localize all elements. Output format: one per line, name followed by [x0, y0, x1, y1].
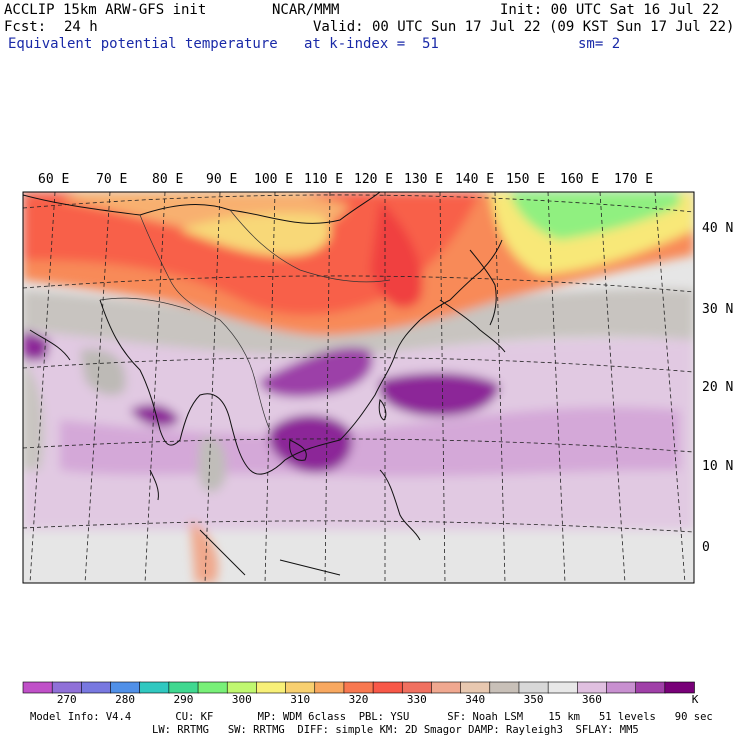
lat-label: 20 N [702, 380, 734, 395]
colorbar-label: 330 [406, 693, 427, 706]
lon-label: 80 E [152, 172, 184, 187]
colorbar-swatch [285, 681, 316, 694]
lat-lon-grid [23, 192, 694, 583]
lon-label: 70 E [96, 172, 128, 187]
colorbar-swatch [226, 681, 258, 694]
colorbar-swatch [460, 681, 491, 694]
colorbar-swatch [635, 681, 666, 694]
lon-label: 120 E [354, 172, 394, 187]
field-name: Equivalent potential temperature [8, 36, 278, 52]
colorbar-swatch [664, 681, 695, 694]
colorbar-swatch [168, 681, 199, 694]
colorbar-swatch [401, 681, 433, 694]
colorbar-unit: K [691, 693, 699, 706]
lon-label: 170 E [614, 172, 654, 187]
colorbar-swatch [81, 681, 112, 694]
colorbar-label: 340 [465, 693, 486, 706]
colorbar-label: 360 [581, 693, 602, 706]
lon-label: 110 E [304, 172, 344, 187]
colorbar-swatch [110, 681, 141, 694]
lat-label: 30 N [702, 302, 734, 317]
colorbar-label: 280 [115, 693, 136, 706]
lat-label: 0 [702, 540, 710, 555]
colorbar-swatch [51, 681, 83, 694]
colorbar-swatch [197, 681, 229, 694]
colorbar-swatch [547, 681, 579, 694]
lat-label: 10 N [702, 459, 734, 474]
model-title: ACCLIP 15km ARW-GFS init [4, 2, 207, 18]
colorbar-swatch [343, 681, 374, 694]
colorbar-swatch [22, 681, 53, 694]
smoothing-label: sm= 2 [578, 36, 621, 52]
colorbar-swatch [256, 681, 287, 694]
colorbar [22, 681, 695, 694]
level-index: at k-index = 51 [304, 36, 439, 52]
coastlines [23, 192, 506, 576]
colorbar-swatch [431, 681, 462, 694]
colorbar-label: 320 [348, 693, 369, 706]
colorbar-swatch [577, 681, 608, 694]
lon-label: 60 E [38, 172, 70, 187]
lon-label: 140 E [455, 172, 495, 187]
colorbar-swatch [139, 681, 170, 694]
colorbar-swatch [314, 681, 345, 694]
model-info-line1: Model Info: V4.4 CU: KF MP: WDM 6class P… [30, 711, 713, 723]
colorbar-swatch [489, 681, 520, 694]
lon-label: 130 E [404, 172, 444, 187]
lat-label: 40 N [702, 221, 734, 236]
lon-label: 150 E [506, 172, 546, 187]
forecast-hour: 24 h [64, 19, 98, 35]
colorbar-label: 310 [290, 693, 311, 706]
colorbar-label: 270 [56, 693, 77, 706]
organization-label: NCAR/MMM [272, 2, 340, 18]
field-shading [23, 192, 694, 583]
init-time: Init: 00 UTC Sat 16 Jul 22 [500, 2, 720, 18]
lon-label: 90 E [206, 172, 238, 187]
colorbar-swatch [518, 681, 549, 694]
model-info-line2: LW: RRTMG SW: RRTMG DIFF: simple KM: 2D … [152, 724, 639, 736]
colorbar-swatch [372, 681, 404, 694]
forecast-label: Fcst: [4, 19, 47, 35]
lon-label: 100 E [254, 172, 294, 187]
colorbar-label: 300 [231, 693, 252, 706]
valid-time: Valid: 00 UTC Sun 17 Jul 22 (09 KST Sun … [313, 19, 735, 35]
borders [99, 209, 391, 431]
colorbar-swatch [606, 681, 637, 694]
colorbar-label: 350 [523, 693, 544, 706]
map-frame [22, 191, 695, 584]
colorbar-label: 290 [173, 693, 194, 706]
lon-label: 160 E [560, 172, 600, 187]
